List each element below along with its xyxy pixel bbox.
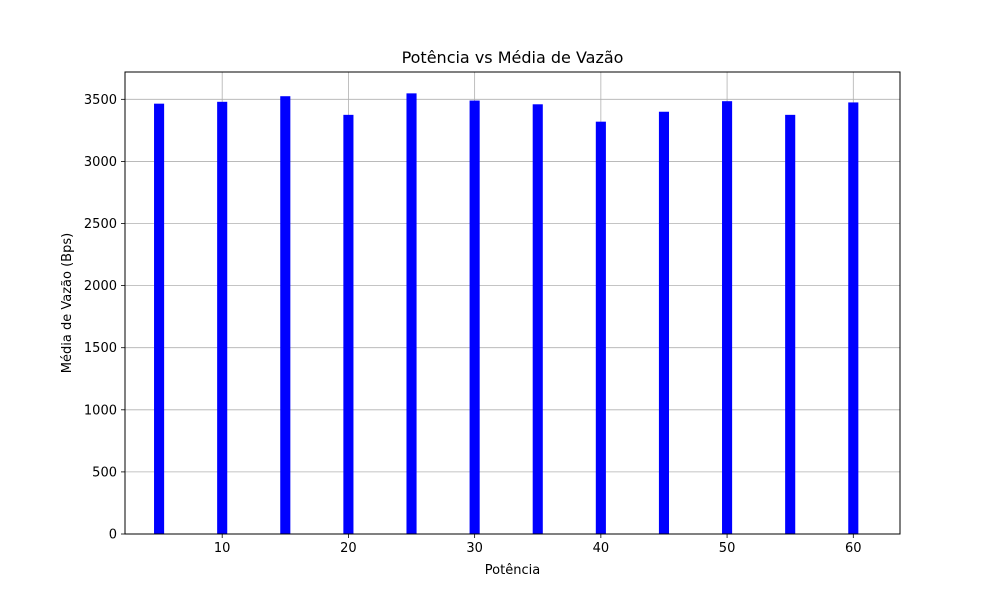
x-tick-label: 30 <box>466 541 483 556</box>
bar <box>848 102 859 534</box>
bar <box>532 104 543 535</box>
x-axis-label: Potência <box>485 563 540 578</box>
bar <box>280 96 291 534</box>
y-axis-label: Média de Vazão (Bps) <box>60 233 75 373</box>
bar <box>217 101 228 534</box>
y-tick-label: 0 <box>109 528 117 543</box>
bar <box>406 93 417 534</box>
bar <box>469 100 480 534</box>
y-tick-label: 2000 <box>84 279 117 294</box>
x-tick-label: 50 <box>719 541 736 556</box>
plot-frame <box>124 71 901 535</box>
bar <box>343 114 354 534</box>
x-tick-label: 20 <box>340 541 357 556</box>
bar <box>154 103 165 534</box>
y-tick-label: 1000 <box>84 403 117 418</box>
bar <box>658 111 670 534</box>
y-tick-label: 2500 <box>84 217 117 232</box>
bars <box>154 93 859 535</box>
bar <box>595 121 606 534</box>
bar <box>722 101 733 534</box>
chart-title: Potência vs Média de Vazão <box>402 48 624 67</box>
x-tick-label: 10 <box>214 541 231 556</box>
y-tick-label: 3000 <box>84 155 117 170</box>
y-tick-label: 1500 <box>84 341 117 356</box>
y-tick-label: 500 <box>92 465 117 480</box>
bar <box>785 114 796 534</box>
ticks: 10 20 30 40 50 60 0 500 1000 1500 2000 2500 3000 3500 <box>84 93 862 556</box>
y-tick-label: 3500 <box>84 93 117 108</box>
x-tick-label: 60 <box>845 541 862 556</box>
x-tick-label: 40 <box>593 541 610 556</box>
